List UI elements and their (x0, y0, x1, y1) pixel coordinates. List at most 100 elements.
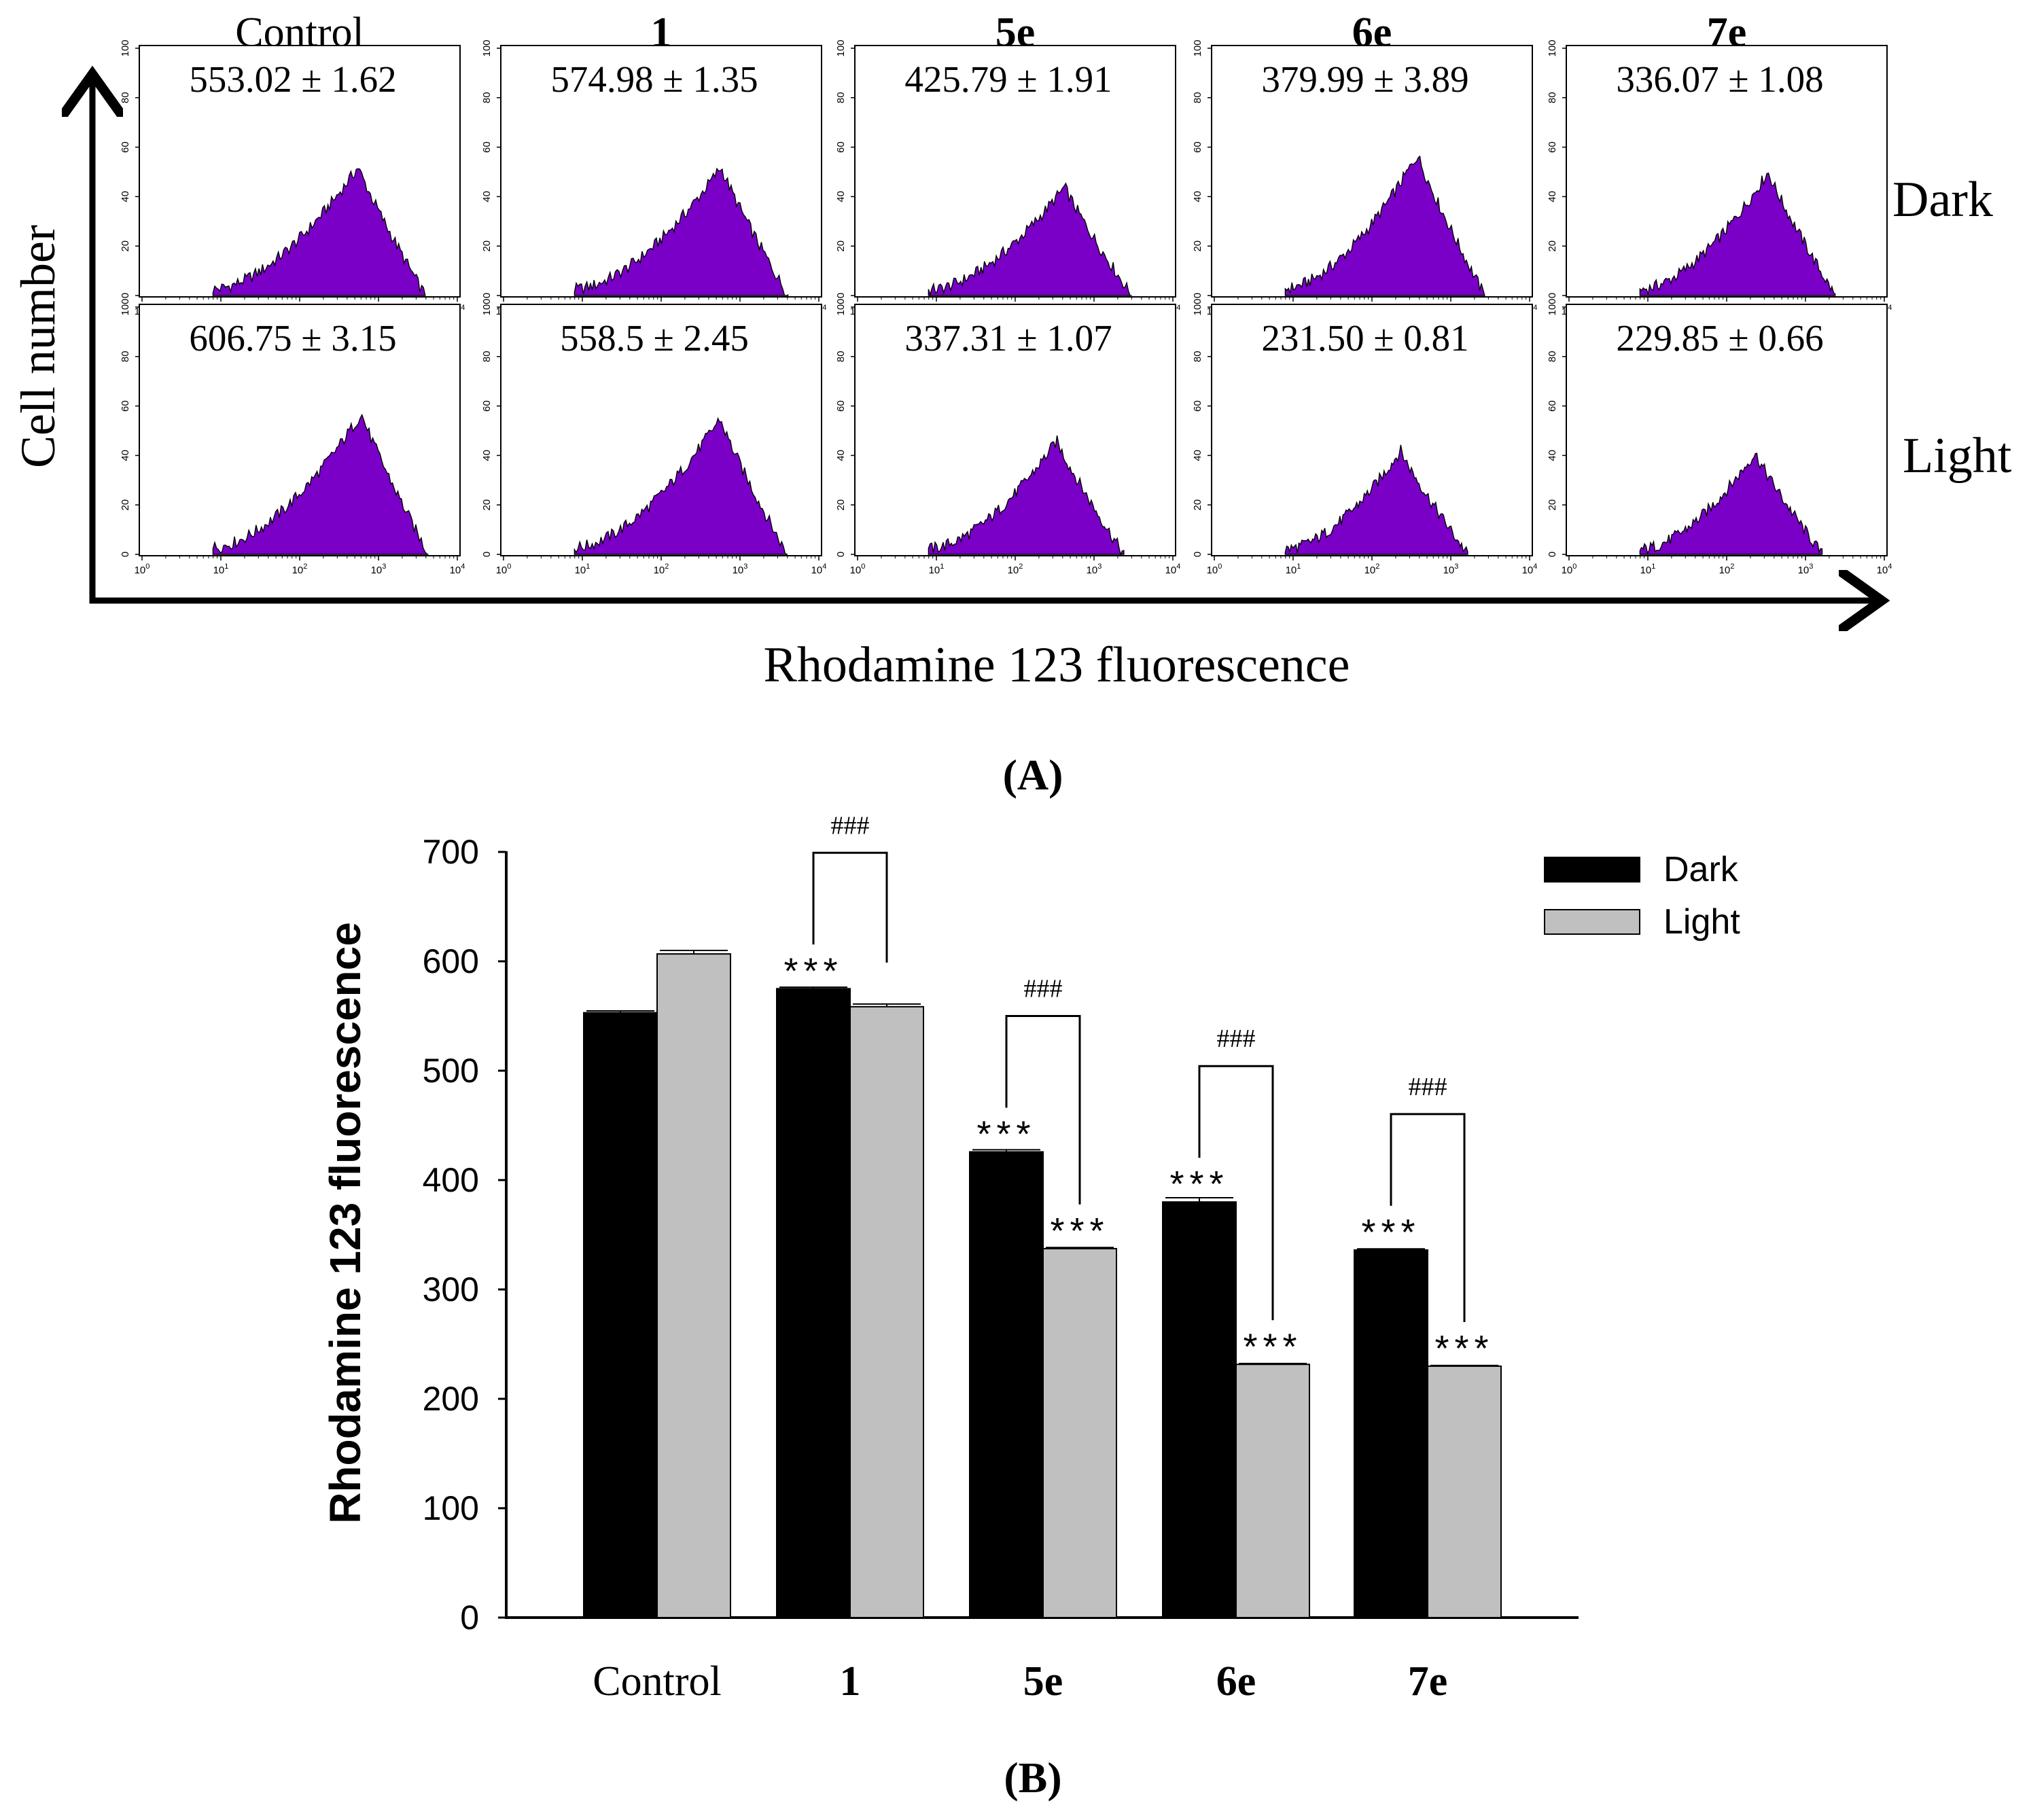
histogram-x-tick-exponent: 4 (461, 563, 465, 571)
histogram-x-tick-exponent: 3 (1097, 563, 1102, 571)
panel-a-x-axis-label: Rhodamine 123 fluorescence (763, 637, 1350, 693)
legend-swatch (1544, 857, 1640, 883)
histogram-x-tick-exponent: 1 (940, 563, 944, 571)
histogram-x-tick-exponent: 2 (665, 563, 669, 571)
panel-a-histograms: Cell number Rhodamine 123 fluorescence C… (11, 10, 2012, 799)
histogram-y-tick-label: 40 (120, 191, 131, 202)
comparison-bracket (812, 851, 888, 963)
histogram-x-tick-label: 101 (575, 563, 591, 576)
significance-dark: *** (1361, 1212, 1420, 1253)
histogram-y-tick-label: 60 (1547, 141, 1558, 153)
histogram-y-tick-label: 0 (1547, 552, 1558, 557)
panel-b-bar-chart: Rhodamine 123 fluorescence 0 100 200 300 400… (321, 811, 1740, 1802)
histogram-panel: 425.79 ± 1.91020406080100100101102103104 (835, 39, 1180, 317)
histogram-x-tick-exponent: 4 (1176, 563, 1180, 571)
histogram-x-tick-label: 101 (213, 563, 229, 576)
y-tick-label: 300 (423, 1270, 479, 1308)
panel-a-y-axis-label: Cell number (11, 225, 65, 468)
histogram-x-tick-label: 102 (654, 563, 669, 576)
histogram-y-tick-label: 100 (1547, 39, 1558, 56)
histogram-y-tick-label: 100 (120, 298, 131, 315)
histogram-x-tick-label: 104 (811, 563, 827, 576)
histogram-fill (1284, 444, 1468, 555)
histogram-x-tick-exponent: 4 (1888, 563, 1892, 571)
significance-dark: *** (976, 1113, 1036, 1154)
histogram-x-tick-exponent: 2 (1730, 563, 1734, 571)
histogram-x-tick-label: 100 (135, 563, 150, 576)
histogram-x-tick-label: 104 (1877, 563, 1892, 576)
histogram-y-tick-label: 0 (481, 293, 493, 298)
histogram-y-tick-label: 0 (1192, 552, 1203, 557)
histogram-x-tick-exponent: 0 (861, 563, 865, 571)
histogram-frame (854, 304, 1176, 556)
histogram-x-tick-label: 101 (929, 563, 945, 576)
histogram-x-tick-label: 100 (1207, 563, 1222, 576)
histogram-fill (928, 182, 1132, 297)
histogram-y-tick-label: 80 (1547, 351, 1558, 362)
chart-y-axis-label: Rhodamine 123 fluorescence (321, 922, 370, 1524)
bar-dark (1162, 1201, 1237, 1618)
histogram-y-tick-label: 100 (481, 298, 493, 315)
significance-light: *** (1434, 1328, 1494, 1369)
histogram-fill (212, 168, 426, 296)
histogram-x-tick-exponent: 2 (303, 563, 307, 571)
y-tick-label: 0 (460, 1599, 479, 1637)
histogram-y-tick-label: 40 (1547, 450, 1558, 461)
histogram-y-tick-label: 40 (835, 450, 847, 461)
significance-pair: ### (1024, 974, 1063, 1003)
histogram-x-tick-exponent: 3 (1454, 563, 1458, 571)
bar-dark (776, 988, 851, 1618)
histogram-y-tick-label: 20 (1547, 240, 1558, 252)
histogram-x-tick-exponent: 2 (1375, 563, 1379, 571)
row-label: Dark (1892, 172, 1993, 228)
panel-b-label: (B) (1004, 1753, 1061, 1802)
histogram-y-tick-label: 100 (1547, 298, 1558, 315)
histogram-y-tick-label: 20 (481, 499, 493, 511)
histogram-x-tick-exponent: 3 (1809, 563, 1813, 571)
histogram-y-tick-label: 40 (120, 450, 131, 461)
histogram-x-tick-label: 102 (1008, 563, 1023, 576)
histogram-fill (1284, 155, 1485, 296)
histogram-y-tick-label: 100 (835, 39, 847, 56)
histogram-x-tick-exponent: 1 (1297, 563, 1301, 571)
histogram-y-tick-label: 20 (1192, 499, 1203, 511)
histogram-x-tick-exponent: 4 (461, 304, 465, 312)
histogram-y-tick-label: 100 (1192, 39, 1203, 56)
histogram-y-tick-label: 0 (120, 293, 131, 298)
histogram-y-tick-label: 80 (835, 92, 847, 103)
histogram-y-tick-label: 80 (835, 351, 847, 362)
histogram-x-tick-exponent: 0 (507, 563, 511, 571)
histogram-x-tick-label: 102 (1719, 563, 1735, 576)
histogram-x-tick-exponent: 4 (822, 563, 826, 571)
histogram-panel: 336.07 ± 1.08020406080100100101102103104 (1547, 39, 1892, 317)
histogram-x-tick-exponent: 1 (1651, 563, 1655, 571)
histogram-x-tick-label: 103 (371, 563, 387, 576)
histogram-y-tick-label: 40 (1192, 191, 1203, 202)
histogram-panel: 574.98 ± 1.35020406080100100101102103104 (481, 39, 826, 317)
y-tick-label: 700 (423, 833, 479, 871)
histogram-y-tick-label: 20 (120, 240, 131, 252)
legend-label: Dark (1663, 850, 1739, 889)
histogram-x-tick-exponent: 4 (1533, 563, 1537, 571)
y-tick-label: 400 (423, 1161, 479, 1199)
histogram-mean-label: 379.99 ± 3.89 (1261, 58, 1468, 100)
histogram-y-tick-label: 20 (1192, 240, 1203, 252)
histogram-fill (1639, 172, 1836, 296)
bar-light (1235, 1364, 1310, 1619)
bar-light (1042, 1247, 1117, 1618)
y-tick-label: 500 (423, 1052, 479, 1090)
histogram-y-tick-label: 100 (835, 298, 847, 315)
histogram-y-tick-label: 60 (1547, 400, 1558, 412)
y-tick-label: 200 (423, 1380, 479, 1418)
bar-dark (583, 1012, 658, 1618)
histogram-y-tick-label: 80 (1192, 92, 1203, 103)
comparison-bracket (1390, 1113, 1466, 1322)
row-label: Light (1903, 428, 2012, 484)
histogram-x-tick-label: 100 (496, 563, 512, 576)
histogram-y-tick-label: 40 (1547, 191, 1558, 202)
histogram-y-tick-label: 0 (835, 552, 847, 557)
